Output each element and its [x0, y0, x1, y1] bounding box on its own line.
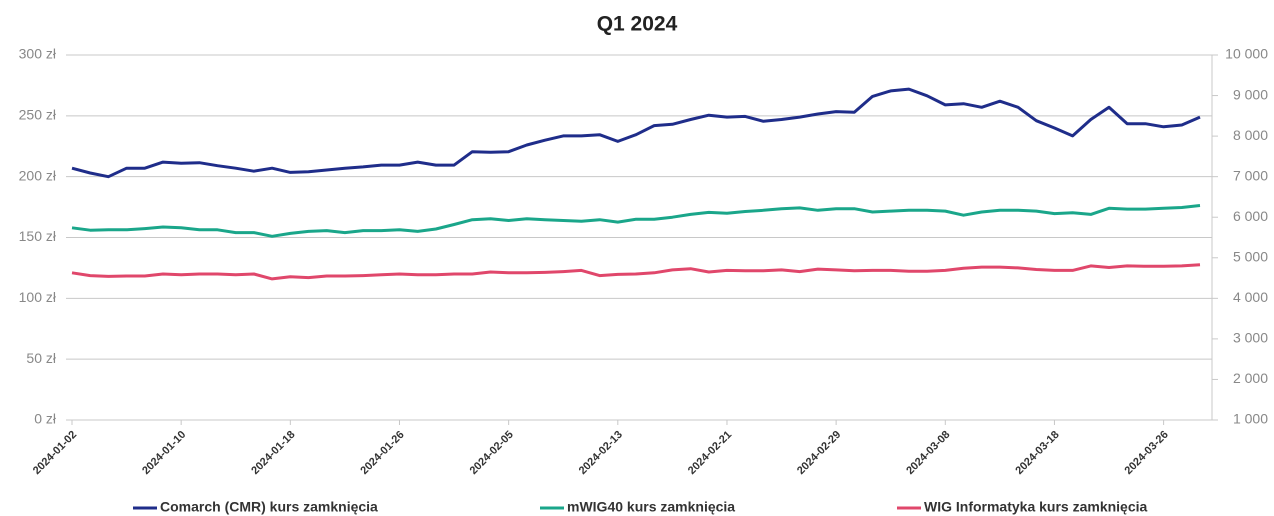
- y-tick-label: 0 zł: [34, 411, 57, 427]
- x-tick-label: 2024-02-29: [795, 429, 843, 477]
- y2-tick-label: 3 000: [1233, 330, 1268, 346]
- legend-label: Comarch (CMR) kurs zamknięcia: [160, 499, 378, 515]
- y-tick-label: 300 zł: [19, 46, 57, 62]
- y-tick-label: 150 zł: [19, 228, 57, 244]
- x-tick-label: 2024-01-26: [358, 429, 406, 477]
- y2-tick-label: 4 000: [1233, 289, 1268, 305]
- y-tick-label: 200 zł: [19, 167, 57, 183]
- y2-tick-label: 9 000: [1233, 86, 1268, 102]
- y2-tick-label: 5 000: [1233, 248, 1268, 264]
- x-tick-label: 2024-02-21: [686, 429, 734, 477]
- x-tick-label: 2024-02-05: [468, 429, 516, 477]
- y-tick-label: 250 zł: [19, 107, 57, 123]
- x-tick-label: 2024-01-18: [249, 429, 297, 477]
- y2-tick-label: 10 000: [1225, 46, 1268, 62]
- x-tick-label: 2024-01-10: [140, 429, 188, 477]
- y2-tick-label: 8 000: [1233, 127, 1268, 143]
- x-tick-label: 2024-02-13: [577, 429, 625, 477]
- y-tick-label: 100 zł: [19, 289, 57, 305]
- y2-tick-label: 1 000: [1233, 411, 1268, 427]
- y2-tick-label: 2 000: [1233, 370, 1268, 386]
- x-tick-label: 2024-03-18: [1013, 429, 1061, 477]
- x-tick-label: 2024-01-02: [31, 429, 79, 477]
- x-tick-label: 2024-03-26: [1123, 429, 1171, 477]
- series-line: [71, 204, 1201, 238]
- y-tick-label: 50 zł: [26, 350, 56, 366]
- series-line: [71, 87, 1201, 179]
- chart-title: Q1 2024: [597, 13, 678, 36]
- x-tick-label: 2024-03-08: [904, 429, 952, 477]
- y2-tick-label: 6 000: [1233, 208, 1268, 224]
- legend-label: mWIG40 kurs zamknięcia: [567, 499, 735, 515]
- y2-tick-label: 7 000: [1233, 167, 1268, 183]
- series-line: [71, 263, 1201, 281]
- legend-label: WIG Informatyka kurs zamknięcia: [924, 499, 1148, 515]
